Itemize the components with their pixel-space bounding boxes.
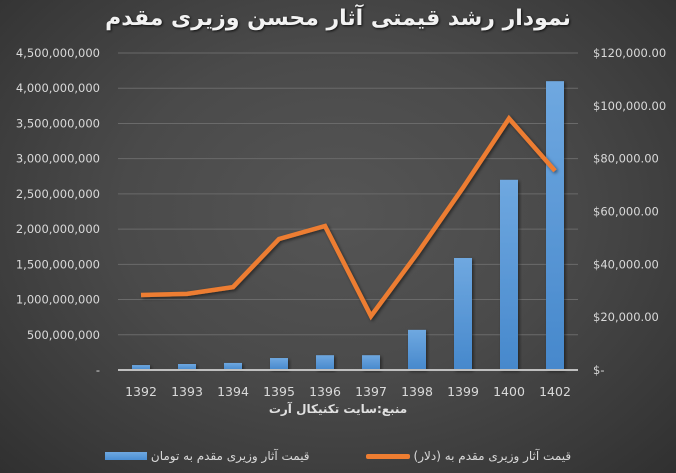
left-axis-tick: 500,000,000 [27,328,100,342]
bar [500,179,518,370]
bar [270,358,288,370]
legend-item-line: قیمت آثار وزیری مقدم به (دلار) [365,449,572,463]
x-axis-tick: 1402 [539,384,571,399]
legend-bar-label: قیمت آثار وزیری مقدم به تومان [150,449,310,463]
bar [546,81,564,370]
right-axis-tick: $120,000.00 [593,46,666,60]
left-axis-tick: 2,000,000,000 [16,222,100,236]
dollar-price-line [140,114,557,321]
bar [132,365,150,370]
right-axis-tick: $60,000.00 [593,205,659,219]
legend-item-bar: قیمت آثار وزیری مقدم به تومان [104,449,310,463]
x-axis-tick: 1395 [263,384,295,399]
left-axis-tick: - [96,363,100,377]
legend: قیمت آثار وزیری مقدم به (دلار) قیمت آثار… [0,449,676,463]
bar [178,364,196,370]
left-axis-tick: 1,500,000,000 [16,257,100,271]
x-axis-tick: 1399 [447,384,479,399]
x-axis-tick: 1393 [171,384,203,399]
left-axis-tick: 4,000,000,000 [16,81,100,95]
legend-line-swatch [365,453,410,459]
left-axis-tick: 2,500,000,000 [16,187,100,201]
bar [362,355,380,370]
x-axis-tick: 1396 [309,384,341,399]
x-axis-tick: 1398 [401,384,433,399]
bar [454,257,472,370]
x-axis-tick: 1400 [493,384,525,399]
bar [408,329,426,370]
x-axis-tick: 1394 [217,384,249,399]
legend-line-label: قیمت آثار وزیری مقدم به (دلار) [413,449,572,463]
chart-title: نمودار رشد قیمتی آثار محسن وزیری مقدم [105,6,571,31]
left-axis-tick: 3,000,000,000 [16,152,100,166]
right-axis-tick: $40,000.00 [593,257,659,271]
x-axis-tick: 1397 [355,384,387,399]
bar [316,355,334,370]
x-axis-source-label: منبع:سایت تکنیکال آرت [268,402,408,416]
x-axis-tick: 1392 [125,384,157,399]
legend-bar-swatch [104,452,147,460]
bar [224,362,242,370]
left-axis-tick: 4,500,000,000 [16,46,100,60]
right-axis-tick: $- [593,363,604,377]
right-axis-tick: $80,000.00 [593,152,659,166]
left-axis-tick: 1,000,000,000 [16,293,100,307]
right-axis-tick: $100,000.00 [593,99,666,113]
right-axis-tick: $20,000.00 [593,310,659,324]
left-axis-tick: 3,500,000,000 [16,116,100,130]
